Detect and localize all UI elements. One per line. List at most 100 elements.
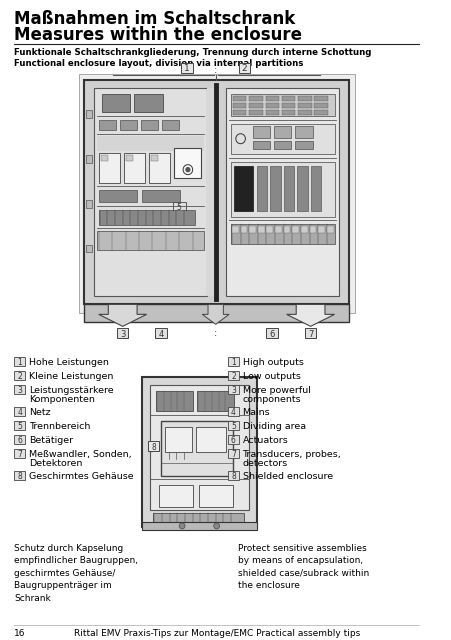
Text: 1: 1 <box>230 358 235 367</box>
Bar <box>314 103 327 108</box>
Bar <box>101 155 108 161</box>
Bar <box>14 421 25 430</box>
Text: 8: 8 <box>17 472 22 481</box>
Bar <box>124 153 144 182</box>
Circle shape <box>185 168 189 172</box>
Text: Transducers, probes,: Transducers, probes, <box>242 450 341 459</box>
Bar <box>117 328 128 339</box>
Bar <box>249 96 262 100</box>
Bar <box>165 427 191 452</box>
Text: Funktionale Schaltschrankgliederung, Trennung durch interne Schottung: Funktionale Schaltschrankgliederung, Tre… <box>14 48 371 57</box>
Bar <box>181 63 192 73</box>
Text: 4: 4 <box>17 408 22 417</box>
Text: Detektoren: Detektoren <box>29 459 82 468</box>
Text: 7: 7 <box>17 450 22 459</box>
Bar <box>253 125 270 138</box>
Bar <box>232 103 246 108</box>
Bar <box>314 96 327 100</box>
Text: 3: 3 <box>17 386 22 396</box>
Bar <box>153 513 244 527</box>
Bar <box>98 153 120 182</box>
Text: 2: 2 <box>17 372 22 381</box>
Bar <box>265 103 278 108</box>
Bar <box>134 94 163 112</box>
Circle shape <box>213 523 219 529</box>
Bar <box>300 225 307 232</box>
Bar <box>275 225 281 232</box>
Text: 2: 2 <box>241 65 247 74</box>
Text: 8: 8 <box>230 472 235 481</box>
Bar <box>84 305 348 323</box>
Text: detectors: detectors <box>242 459 287 468</box>
Text: Trennbereich: Trennbereich <box>29 422 90 431</box>
Bar <box>274 141 291 148</box>
Bar <box>228 357 238 366</box>
Bar <box>199 485 232 507</box>
Text: Measures within the enclosure: Measures within the enclosure <box>14 26 302 44</box>
Bar <box>142 377 256 527</box>
Bar <box>314 110 327 115</box>
Polygon shape <box>286 305 334 326</box>
Bar <box>309 225 316 232</box>
Bar <box>97 136 204 150</box>
Bar <box>125 155 133 161</box>
Bar <box>161 120 179 130</box>
Bar <box>266 225 272 232</box>
Bar <box>253 141 270 148</box>
Bar <box>233 166 253 211</box>
Text: More powerful: More powerful <box>242 386 310 396</box>
Bar <box>230 223 334 243</box>
Text: Komponenten: Komponenten <box>29 395 94 404</box>
Bar <box>156 391 192 411</box>
Text: Kleine Leistungen: Kleine Leistungen <box>29 372 113 381</box>
Bar <box>97 230 204 250</box>
Text: 4: 4 <box>230 408 235 417</box>
Text: Netz: Netz <box>29 408 50 417</box>
Text: 7: 7 <box>230 450 235 459</box>
Bar <box>14 435 25 444</box>
Bar <box>249 103 262 108</box>
Bar <box>231 225 238 232</box>
Bar <box>326 225 333 232</box>
Bar <box>86 110 92 118</box>
Text: 2: 2 <box>230 372 235 381</box>
Text: Maßnahmen im Schaltschrank: Maßnahmen im Schaltschrank <box>14 10 295 28</box>
Text: 16: 16 <box>14 628 26 637</box>
Text: :: : <box>214 65 217 75</box>
Bar <box>240 225 247 232</box>
Bar <box>238 63 250 73</box>
Bar <box>249 225 255 232</box>
Bar <box>174 148 201 178</box>
Bar <box>283 166 294 211</box>
Circle shape <box>179 523 184 529</box>
Bar <box>14 371 25 380</box>
Polygon shape <box>202 305 229 324</box>
Text: 5: 5 <box>17 422 22 431</box>
Bar <box>226 88 339 296</box>
Text: 5: 5 <box>176 203 181 212</box>
Bar <box>14 385 25 394</box>
Text: components: components <box>242 395 300 404</box>
Text: 6: 6 <box>269 330 274 339</box>
Bar <box>94 88 207 296</box>
Bar <box>14 357 25 366</box>
Bar <box>298 110 311 115</box>
Text: Rittal EMV Praxis-Tips zur Montage/EMC Practical assembly tips: Rittal EMV Praxis-Tips zur Montage/EMC P… <box>74 628 359 637</box>
Bar <box>281 110 295 115</box>
Bar <box>78 74 354 314</box>
Text: Hohe Leistungen: Hohe Leistungen <box>29 358 108 367</box>
Bar <box>274 125 291 138</box>
Text: 6: 6 <box>17 436 22 445</box>
Bar <box>256 166 267 211</box>
Bar <box>101 94 130 112</box>
Text: Betätiger: Betätiger <box>29 436 73 445</box>
Bar <box>258 225 264 232</box>
Bar <box>120 120 137 130</box>
Text: Geschirmtes Gehäuse: Geschirmtes Gehäuse <box>29 472 133 481</box>
Bar <box>86 244 92 253</box>
Bar <box>159 485 192 507</box>
Bar <box>304 328 316 339</box>
Bar <box>281 96 295 100</box>
Bar <box>172 202 185 212</box>
Bar <box>150 155 158 161</box>
